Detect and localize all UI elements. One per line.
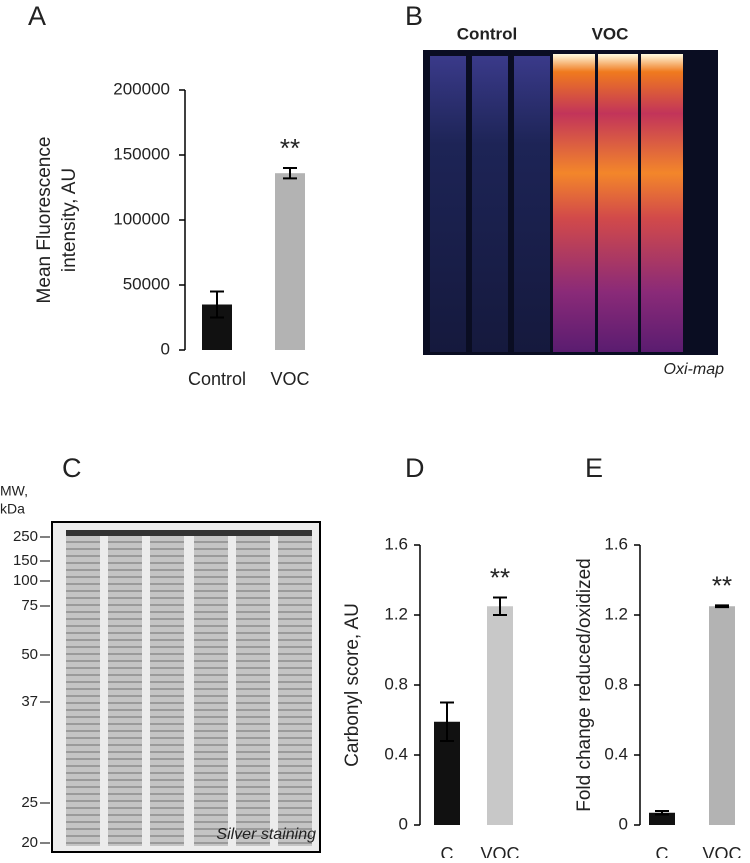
mw-marker: 20 bbox=[21, 834, 38, 851]
error-bar bbox=[655, 810, 669, 816]
bar bbox=[275, 173, 305, 350]
y-axis-label: Carbonyl score, AU bbox=[342, 603, 363, 767]
x-tick-label: VOC bbox=[270, 369, 309, 389]
significance: ** bbox=[280, 133, 300, 163]
significance: ** bbox=[712, 570, 732, 600]
y-axis-label: intensity, AU bbox=[59, 168, 80, 272]
y-tick-label: 0.8 bbox=[604, 674, 628, 693]
caption: Silver staining bbox=[216, 826, 316, 843]
mw-marker: 25 bbox=[21, 794, 38, 811]
y-tick-label: 1.6 bbox=[384, 534, 408, 553]
bar bbox=[487, 606, 513, 825]
mw-marker: 250 bbox=[13, 528, 38, 545]
panel-label: B bbox=[405, 1, 423, 31]
mw-marker: 37 bbox=[21, 693, 38, 710]
mw-marker: 75 bbox=[21, 597, 38, 614]
lane-label: Control bbox=[457, 24, 517, 43]
error-bar bbox=[715, 604, 729, 609]
x-tick-label: C bbox=[656, 844, 669, 858]
y-tick-label: 0 bbox=[399, 814, 408, 833]
y-tick-label: 200000 bbox=[113, 79, 170, 98]
x-tick-label: C bbox=[441, 844, 454, 858]
panel-label: D bbox=[405, 453, 425, 483]
error-bar bbox=[440, 701, 454, 742]
x-tick-label: VOC bbox=[702, 844, 741, 858]
y-axis-label: Mean Fluorescence bbox=[34, 137, 55, 304]
y-tick-label: 1.6 bbox=[604, 534, 628, 553]
significance: ** bbox=[490, 562, 510, 592]
y-tick-label: 1.2 bbox=[384, 604, 408, 623]
error-bar bbox=[283, 167, 297, 180]
mw-marker: 100 bbox=[13, 572, 38, 589]
caption: Oxi-map bbox=[664, 361, 725, 378]
y-tick-label: 0 bbox=[161, 339, 170, 358]
panel-label: A bbox=[28, 1, 46, 31]
y-tick-label: 150000 bbox=[113, 144, 170, 163]
bar bbox=[649, 812, 675, 825]
x-tick-label: VOC bbox=[480, 844, 519, 858]
oximap-image bbox=[423, 50, 718, 355]
mw-marker: 150 bbox=[13, 552, 38, 569]
mw-label: MW, bbox=[0, 483, 28, 499]
y-tick-label: 0.4 bbox=[604, 744, 628, 763]
y-tick-label: 0 bbox=[619, 814, 628, 833]
error-bar bbox=[210, 290, 224, 319]
lane-label: VOC bbox=[592, 24, 629, 43]
y-tick-label: 100000 bbox=[113, 209, 170, 228]
y-tick-label: 0.8 bbox=[384, 674, 408, 693]
x-tick-label: Control bbox=[188, 369, 246, 389]
mw-marker: 50 bbox=[21, 646, 38, 663]
gel-image bbox=[51, 521, 321, 853]
mw-label: kDa bbox=[0, 501, 25, 517]
panel-label: E bbox=[585, 453, 603, 483]
panel-label: C bbox=[62, 453, 82, 483]
y-axis-label: Fold change reduced/oxidized bbox=[574, 558, 595, 812]
y-tick-label: 50000 bbox=[123, 274, 170, 293]
y-tick-label: 1.2 bbox=[604, 604, 628, 623]
y-tick-label: 0.4 bbox=[384, 744, 408, 763]
error-bar bbox=[493, 596, 507, 616]
bar bbox=[709, 606, 735, 825]
